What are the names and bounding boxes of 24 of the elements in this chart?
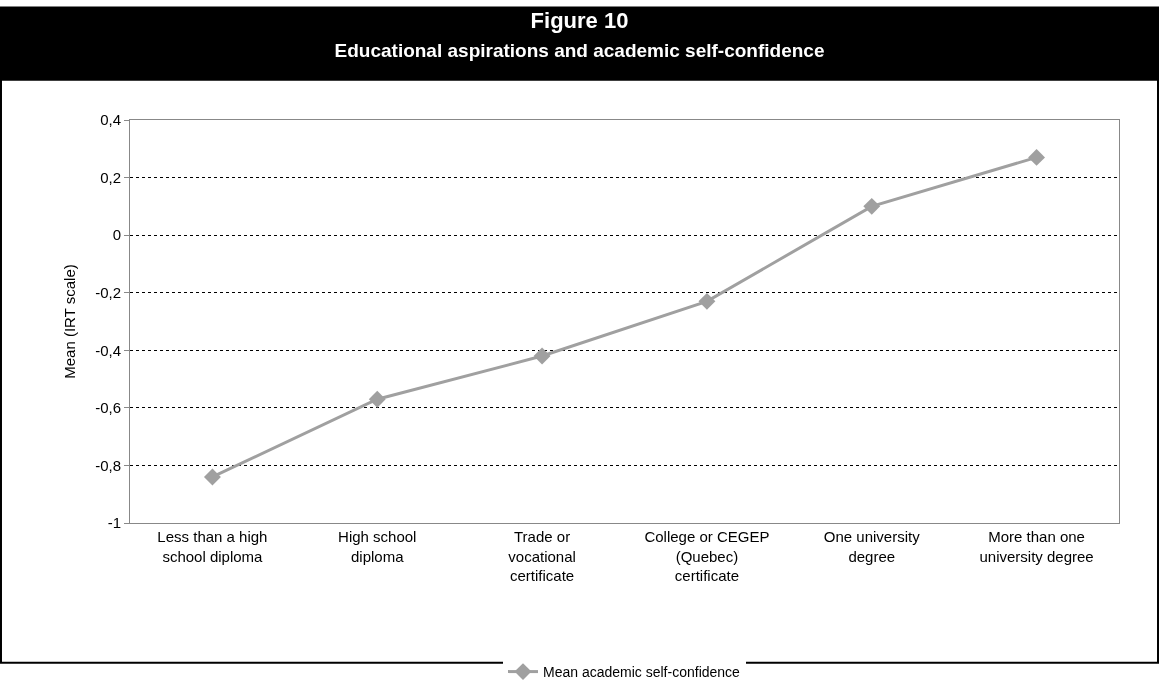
x-tick-label: More than one university degree bbox=[979, 528, 1094, 565]
y-tick-label: -0,4 bbox=[95, 341, 121, 359]
y-tick-label: -0,8 bbox=[95, 456, 121, 474]
chart-title: Figure 10 bbox=[530, 8, 629, 33]
y-axis-title: Mean (IRT scale) bbox=[61, 264, 79, 379]
y-tick-label: -1 bbox=[107, 514, 121, 532]
x-tick-label: One university degree bbox=[823, 528, 921, 565]
point bbox=[863, 197, 881, 215]
y-tick-label: 0 bbox=[112, 226, 121, 244]
point bbox=[203, 468, 221, 486]
point bbox=[368, 390, 386, 408]
y-tick-label: 0,4 bbox=[100, 111, 121, 129]
legend-label: Mean academic self-confidence bbox=[543, 664, 741, 681]
x-tick-label: Less than a high school diploma bbox=[157, 528, 268, 565]
y-tick-label: -0,6 bbox=[95, 399, 121, 417]
x-tick-label: High school diploma bbox=[338, 528, 417, 565]
point bbox=[1028, 148, 1046, 166]
point bbox=[533, 347, 551, 365]
chart-subtitle: Educational aspirations and academic self-confidence bbox=[334, 39, 825, 61]
x-tick-label: Trade or vocational certificate bbox=[508, 528, 576, 584]
y-tick-label: 0,2 bbox=[100, 168, 121, 186]
point bbox=[698, 292, 716, 310]
x-tick-label: College or CEGEP (Quebec) certificate bbox=[644, 528, 770, 584]
y-tick-label: -0,2 bbox=[95, 283, 121, 301]
